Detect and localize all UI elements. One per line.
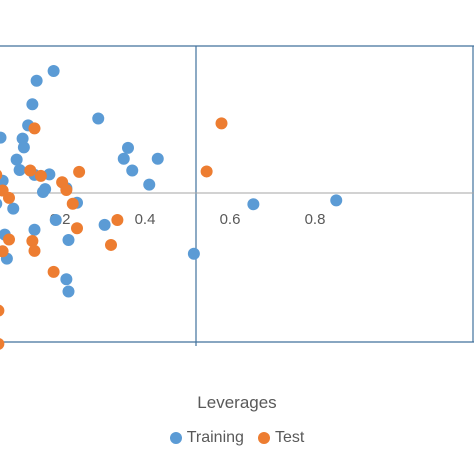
training-point-5 [16, 132, 29, 145]
training-point-2 [26, 98, 39, 111]
training-point-0 [47, 64, 60, 77]
test-point-2 [0, 170, 3, 180]
training-point-32 [117, 152, 130, 165]
test-point-21 [200, 165, 213, 178]
training-point-19 [13, 163, 26, 176]
x-tick-label-2: 0.6 [220, 211, 241, 228]
training-point-37 [98, 218, 111, 231]
x-tick-label-3: 0.8 [305, 211, 326, 228]
training-point-1 [30, 74, 43, 87]
test-point-15 [28, 244, 41, 257]
training-point-23 [49, 213, 62, 226]
test-point-20 [215, 117, 228, 130]
test-point-10 [28, 122, 41, 135]
test-point-5 [66, 197, 79, 210]
legend-item-test: Test [257, 429, 305, 447]
test-point-12 [34, 169, 47, 182]
plot-frame [0, 45, 474, 343]
test-point-18 [0, 304, 5, 317]
test-point-19 [3, 233, 15, 246]
test-point-8 [105, 238, 117, 251]
training-point-8 [0, 131, 7, 144]
test-point-14 [26, 235, 39, 248]
training-point-25 [62, 234, 75, 247]
x-tick-labels: 0.20.40.60.8 [50, 211, 326, 228]
training-point-38 [247, 198, 260, 211]
training-point-39 [330, 194, 343, 207]
training-series [0, 64, 343, 298]
training-point-13 [0, 199, 3, 209]
test-point-23 [0, 338, 5, 350]
test-point-17 [0, 245, 9, 258]
training-point-7 [10, 153, 23, 166]
training-point-27 [62, 285, 75, 298]
training-point-26 [60, 273, 73, 286]
legend-label-test: Test [274, 429, 305, 446]
legend-marker-test [257, 432, 270, 444]
training-point-30 [92, 112, 105, 125]
test-series [0, 117, 228, 350]
training-point-34 [151, 152, 164, 165]
training-point-24 [28, 223, 41, 236]
x-axis-label: Leverages [197, 393, 277, 412]
legend-item-training: Training [169, 429, 244, 447]
legend-marker-training [169, 432, 182, 444]
training-point-42 [37, 186, 49, 199]
training-point-6 [17, 141, 30, 154]
test-point-7 [111, 213, 124, 226]
training-point-35 [143, 178, 156, 191]
training-point-44 [0, 174, 9, 187]
test-point-6 [71, 222, 83, 235]
test-point-9 [73, 165, 86, 178]
legend: Training Test [0, 429, 474, 447]
training-point-36 [187, 247, 200, 260]
training-point-31 [122, 141, 134, 154]
test-point-4 [3, 191, 15, 204]
x-tick-label-1: 0.4 [135, 211, 156, 228]
test-point-22 [60, 184, 73, 197]
legend-label-training: Training [186, 429, 244, 446]
scatter-plot: 0.20.40.60.8 [0, 45, 474, 350]
test-point-16 [47, 265, 60, 278]
training-point-14 [7, 202, 20, 215]
test-point-11 [24, 164, 37, 177]
training-point-33 [126, 164, 139, 177]
